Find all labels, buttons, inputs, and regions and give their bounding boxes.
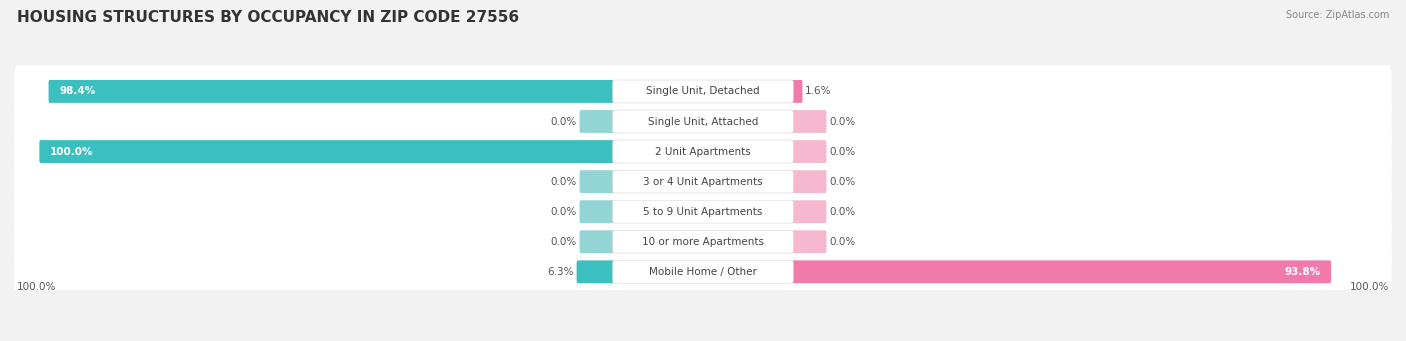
Text: 0.0%: 0.0% — [551, 117, 576, 127]
Text: 98.4%: 98.4% — [59, 86, 96, 97]
Text: Single Unit, Detached: Single Unit, Detached — [647, 86, 759, 97]
FancyBboxPatch shape — [576, 261, 614, 283]
Text: HOUSING STRUCTURES BY OCCUPANCY IN ZIP CODE 27556: HOUSING STRUCTURES BY OCCUPANCY IN ZIP C… — [17, 10, 519, 25]
FancyBboxPatch shape — [613, 261, 793, 283]
FancyBboxPatch shape — [14, 125, 1392, 178]
FancyBboxPatch shape — [39, 140, 614, 163]
FancyBboxPatch shape — [792, 261, 1331, 283]
FancyBboxPatch shape — [613, 200, 793, 223]
Text: 100.0%: 100.0% — [51, 147, 94, 157]
FancyBboxPatch shape — [49, 80, 614, 103]
FancyBboxPatch shape — [14, 65, 1392, 118]
Text: 0.0%: 0.0% — [830, 147, 855, 157]
FancyBboxPatch shape — [613, 230, 793, 253]
FancyBboxPatch shape — [579, 170, 614, 193]
Text: 0.0%: 0.0% — [551, 207, 576, 217]
Text: 5 to 9 Unit Apartments: 5 to 9 Unit Apartments — [644, 207, 762, 217]
Text: 0.0%: 0.0% — [830, 177, 855, 187]
FancyBboxPatch shape — [579, 200, 614, 223]
FancyBboxPatch shape — [792, 200, 827, 223]
Text: 2 Unit Apartments: 2 Unit Apartments — [655, 147, 751, 157]
FancyBboxPatch shape — [14, 95, 1392, 148]
Text: 10 or more Apartments: 10 or more Apartments — [643, 237, 763, 247]
Text: Single Unit, Attached: Single Unit, Attached — [648, 117, 758, 127]
Text: 93.8%: 93.8% — [1284, 267, 1320, 277]
FancyBboxPatch shape — [792, 110, 827, 133]
FancyBboxPatch shape — [14, 186, 1392, 238]
FancyBboxPatch shape — [14, 155, 1392, 208]
FancyBboxPatch shape — [579, 230, 614, 253]
Text: Source: ZipAtlas.com: Source: ZipAtlas.com — [1285, 10, 1389, 20]
FancyBboxPatch shape — [613, 80, 793, 103]
FancyBboxPatch shape — [613, 110, 793, 133]
FancyBboxPatch shape — [579, 110, 614, 133]
FancyBboxPatch shape — [792, 140, 827, 163]
FancyBboxPatch shape — [792, 170, 827, 193]
Text: Mobile Home / Other: Mobile Home / Other — [650, 267, 756, 277]
Text: 0.0%: 0.0% — [830, 207, 855, 217]
FancyBboxPatch shape — [792, 80, 803, 103]
Text: 3 or 4 Unit Apartments: 3 or 4 Unit Apartments — [643, 177, 763, 187]
Text: 1.6%: 1.6% — [806, 86, 831, 97]
Text: 100.0%: 100.0% — [17, 282, 56, 292]
FancyBboxPatch shape — [14, 216, 1392, 268]
Text: 0.0%: 0.0% — [830, 117, 855, 127]
FancyBboxPatch shape — [792, 230, 827, 253]
Text: 0.0%: 0.0% — [551, 177, 576, 187]
Text: 0.0%: 0.0% — [830, 237, 855, 247]
FancyBboxPatch shape — [613, 170, 793, 193]
Text: 0.0%: 0.0% — [551, 237, 576, 247]
Text: 100.0%: 100.0% — [1350, 282, 1389, 292]
FancyBboxPatch shape — [14, 246, 1392, 298]
FancyBboxPatch shape — [613, 140, 793, 163]
Text: 6.3%: 6.3% — [547, 267, 574, 277]
